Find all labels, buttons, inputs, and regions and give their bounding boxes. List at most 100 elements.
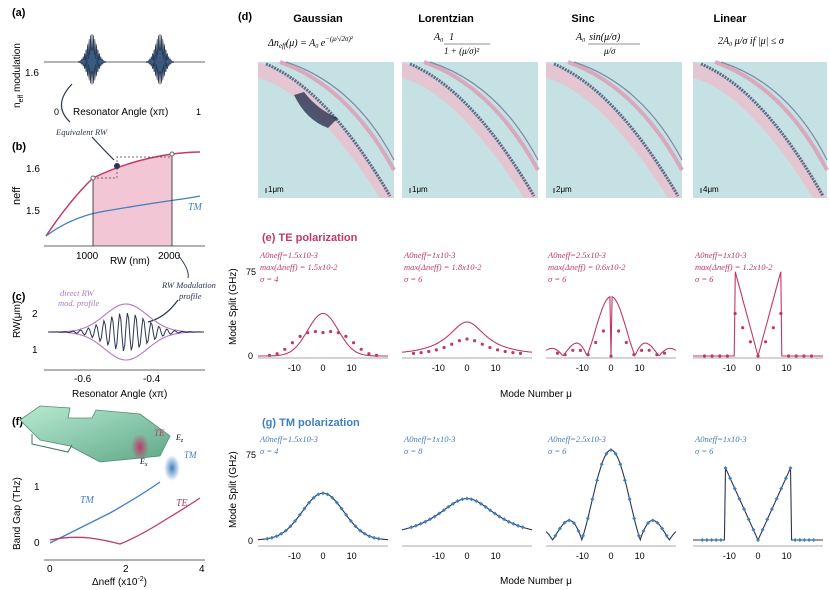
scale-bar-0: 1μm: [268, 185, 284, 194]
tm-data-point: [478, 501, 483, 506]
te-plot-2-xtick: 10: [635, 363, 645, 373]
panel-f-tm-curve: [49, 481, 161, 544]
te-data-point: [764, 340, 768, 344]
tm-data-point: [571, 521, 576, 525]
tm-data-point: [348, 519, 353, 523]
panel-f-tm-curve-label: TM: [80, 495, 95, 506]
te-data-point: [578, 348, 583, 352]
tm-data-point: [511, 521, 516, 526]
panel-a-xtick-right: 1: [196, 107, 201, 117]
te-data-point: [609, 354, 613, 358]
te-data-point: [496, 348, 500, 352]
panel-f-xtick-2: 2: [123, 564, 129, 575]
te-data-point: [344, 334, 348, 338]
te-data-point: [374, 353, 379, 357]
tm-data-point: [760, 527, 765, 532]
te-data-point: [571, 348, 575, 352]
tm-data-point: [723, 466, 728, 470]
tm-data-point: [779, 486, 784, 491]
tm-data-point: [567, 518, 572, 523]
te-data-point: [480, 342, 484, 346]
tm-data-point: [376, 536, 381, 541]
te-plot-2: -10 0 10 A0neff=2.5x10-3 max(Δneff) = 0.6x10…: [545, 250, 677, 373]
tm-data-point: [460, 497, 465, 502]
te-data-point: [503, 349, 507, 354]
panel-b-tm-label: TM: [188, 202, 203, 213]
panel-a-callout: Equivalent RW: [55, 127, 108, 137]
panel-f-ytick-2: 0: [34, 538, 40, 549]
te-data-point: [465, 337, 469, 341]
panel-c-ylabel: RW(μm): [12, 301, 23, 338]
formula-linear: 2A0 μ/σ if |μ| ≤ σ: [718, 36, 785, 48]
panel-e: (e) TE polarization Mode Split (GHz) 75 …: [228, 232, 823, 400]
te-data-point: [756, 354, 760, 358]
tm-data-point: [330, 495, 335, 500]
te-annotation: max(Δneff) = 1.8x10-2: [404, 262, 482, 272]
tm-data-point: [353, 524, 358, 529]
panel-c-ytick-1: 2: [32, 309, 38, 320]
scale-bar-1: 1μm: [412, 185, 428, 194]
tm-data-point: [704, 538, 709, 542]
panel-b-rw-callout-1: RW Modulation: [161, 280, 216, 290]
tm-data-point: [622, 478, 627, 483]
te-annotation: max(Δneff) = 1.5x10-2: [260, 262, 338, 272]
te-plot-1-xtick: 10: [491, 363, 501, 373]
tm-annotation: A0neff=1x10-3: [403, 434, 456, 444]
te-data-point: [787, 354, 791, 358]
te-data-point: [662, 351, 667, 355]
tm-data-point: [283, 528, 288, 533]
tm-plot-3-xtick: -10: [723, 551, 736, 561]
tm-data-point: [302, 506, 307, 511]
te-data-point: [283, 347, 287, 351]
tm-data-point: [413, 523, 418, 528]
tm-plot-2-xtick: 10: [635, 551, 645, 561]
tm-data-point: [465, 496, 469, 501]
formula-sinc-den: μ/σ: [603, 46, 616, 56]
te-plot-3-xtick: 10: [782, 363, 792, 373]
tm-data-point: [293, 519, 298, 523]
tm-annotation: σ = 6: [548, 446, 567, 456]
te-annotation: A0neff=1x10-3: [403, 250, 456, 260]
te-data-point: [321, 331, 325, 335]
te-data-point: [290, 341, 294, 345]
tm-data-point: [742, 507, 747, 512]
formula-gaussian: Δneff(μ) = A0 e−(μ/√2σ)²: [267, 35, 354, 50]
te-plot-0-xtick: 0: [320, 363, 325, 373]
te-data-point: [710, 354, 714, 358]
tm-plot-0: -10 0 10 A0neff=1.5x10-3 σ = 4: [257, 434, 389, 561]
tm-data-point: [797, 538, 802, 542]
te-theory-curve-3: [693, 271, 823, 359]
panel-f-xlabel: Δneff (x10-2): [92, 576, 147, 588]
te-plot-0-xtick: -10: [288, 363, 301, 373]
panel-f: (f) TE TM Ez Ex Band Gap (THz) 1 0 TM TE…: [12, 405, 205, 588]
tm-data-point: [288, 524, 293, 529]
te-data-point: [594, 340, 598, 345]
tm-data-point: [311, 495, 316, 500]
tm-data-point: [418, 521, 423, 526]
tm-data-point: [774, 496, 779, 501]
te-data-point: [655, 353, 659, 357]
tm-data-point: [358, 528, 363, 533]
tm-data-point: [576, 529, 581, 533]
tm-data-point: [746, 517, 751, 522]
tm-data-point: [769, 507, 774, 512]
te-data-point: [601, 329, 606, 333]
panel-f-label: (f): [12, 416, 23, 428]
tm-data-point: [595, 478, 600, 483]
te-data-point: [748, 340, 753, 344]
panel-f-xtick-1: 0: [47, 564, 53, 575]
te-data-point: [555, 351, 560, 355]
panel-b-ylabel: neff: [11, 186, 23, 205]
tm-data-point: [279, 531, 284, 536]
tm-data-point: [709, 538, 714, 542]
panel-b-te-curve: [45, 151, 201, 237]
tm-data-point: [788, 466, 793, 470]
micrograph-gaussian: 1μm: [258, 60, 396, 198]
micrograph-linear: 4μm: [693, 60, 829, 198]
te-data-point: [367, 352, 371, 356]
te-data-point: [411, 351, 416, 355]
panel-b-point-left: [90, 175, 96, 181]
tm-data-point: [613, 451, 618, 456]
te-plot-0-xtick: 10: [347, 363, 357, 373]
